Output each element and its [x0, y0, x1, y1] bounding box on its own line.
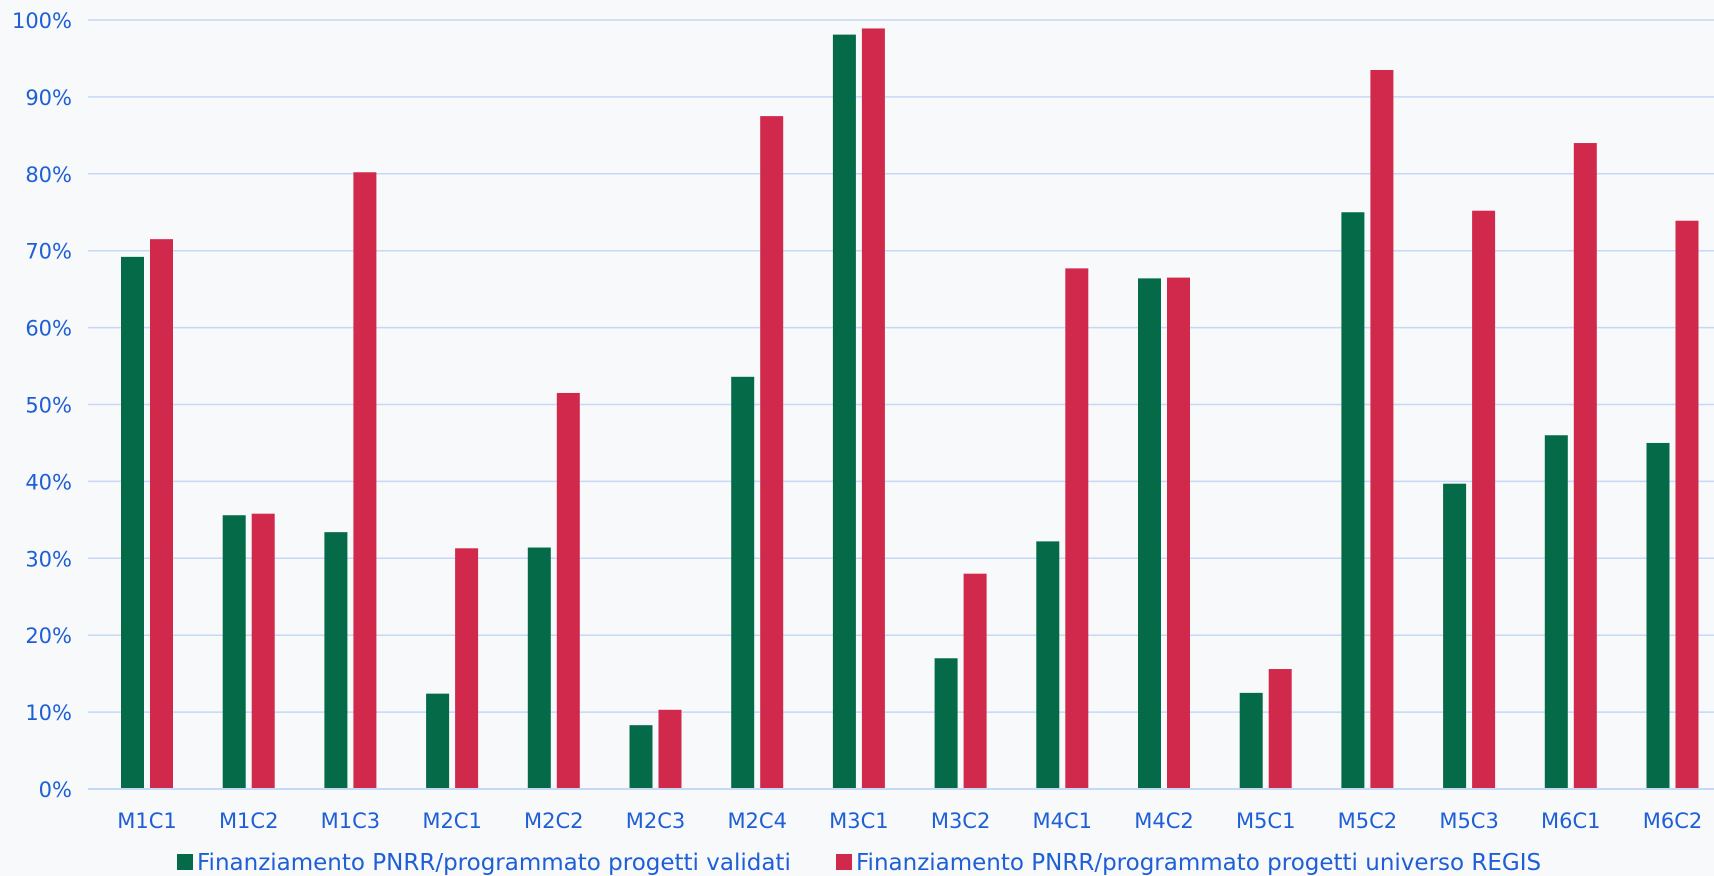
x-tick-label: M1C1	[117, 809, 177, 833]
x-tick-label: M4C2	[1134, 809, 1194, 833]
bar-m2c3-series-2	[658, 709, 682, 789]
legend-swatch	[836, 854, 852, 870]
x-tick-label: M6C2	[1643, 809, 1703, 833]
y-tick-label: 30%	[25, 547, 72, 571]
y-tick-label: 20%	[25, 624, 72, 648]
bar-m5c2-series-2	[1370, 69, 1394, 790]
legend: Finanziamento PNRR/programmato progetti …	[177, 850, 1541, 876]
bar-m6c1-series-1	[1544, 435, 1568, 789]
bar-m2c1-series-1	[426, 693, 450, 789]
y-tick-label: 10%	[25, 701, 72, 725]
bar-m2c2-series-2	[556, 392, 580, 789]
bar-m5c3-series-1	[1443, 483, 1467, 789]
y-tick-label: 40%	[25, 470, 72, 494]
bar-m5c2-series-1	[1341, 212, 1365, 789]
bar-m3c1-series-1	[832, 34, 856, 789]
bar-m6c2-series-2	[1675, 220, 1699, 790]
x-tick-label: M1C2	[219, 809, 279, 833]
x-tick-label: M5C3	[1439, 809, 1499, 833]
y-tick-label: 80%	[25, 163, 72, 187]
bar-m2c2-series-1	[527, 547, 551, 789]
bar-m1c2-series-1	[222, 515, 246, 789]
bar-m4c2-series-2	[1167, 277, 1190, 789]
x-axis: M1C1 M1C2 M1C3 M2C1 M2C2 M2C3 M2C4 M3C1 M3C2 M4C1…	[88, 788, 1714, 833]
bar-m1c1-series-2	[150, 239, 173, 790]
bar-m5c3-series-2	[1472, 210, 1496, 789]
x-tick-label: M5C2	[1338, 809, 1398, 833]
y-axis: 0% 10% 20% 30% 40% 50% 60% 70% 80% 90% 100%	[12, 9, 72, 802]
legend-label: Finanziamento PNRR/programmato progetti …	[856, 850, 1541, 876]
bar-m4c1-series-1	[1036, 541, 1060, 789]
y-tick-label: 100%	[12, 9, 72, 33]
x-tick-label: M2C4	[727, 809, 787, 833]
bar-m1c3-series-1	[324, 532, 348, 789]
bar-m3c1-series-2	[861, 28, 885, 790]
x-tick-label: M4C1	[1033, 809, 1093, 833]
y-tick-label: 50%	[25, 394, 72, 418]
y-tick-label: 90%	[25, 86, 72, 110]
bar-m6c1-series-2	[1573, 143, 1597, 790]
x-tick-label: M2C3	[626, 809, 686, 833]
y-tick-label: 60%	[25, 317, 72, 341]
bar-m3c2-series-2	[963, 573, 987, 789]
legend-label: Finanziamento PNRR/programmato progetti …	[197, 850, 791, 876]
bars	[121, 28, 1699, 790]
legend-swatch	[177, 854, 193, 870]
bar-m2c4-series-2	[760, 116, 784, 789]
bar-m4c1-series-2	[1065, 268, 1089, 790]
bar-m1c2-series-2	[251, 513, 275, 789]
bar-m2c4-series-1	[731, 376, 755, 789]
x-tick-label: M1C3	[321, 809, 381, 833]
bar-m2c1-series-2	[455, 548, 479, 789]
x-tick-label: M3C1	[829, 809, 889, 833]
y-tick-label: 0%	[39, 778, 72, 802]
bar-m5c1-series-1	[1239, 692, 1263, 789]
bar-m1c1-series-1	[121, 256, 144, 789]
bar-m2c3-series-1	[629, 725, 653, 789]
x-tick-label: M3C2	[931, 809, 991, 833]
bar-m1c3-series-2	[353, 172, 377, 790]
bar-m3c2-series-1	[934, 658, 958, 789]
x-tick-label: M2C1	[422, 809, 482, 833]
x-tick-label: M2C2	[524, 809, 584, 833]
bar-m4c2-series-1	[1138, 278, 1161, 789]
bar-m6c2-series-1	[1646, 442, 1670, 789]
x-tick-label: M5C1	[1236, 809, 1296, 833]
x-tick-label: M6C1	[1541, 809, 1601, 833]
y-tick-label: 70%	[25, 240, 72, 264]
bar-m5c1-series-2	[1268, 669, 1292, 789]
